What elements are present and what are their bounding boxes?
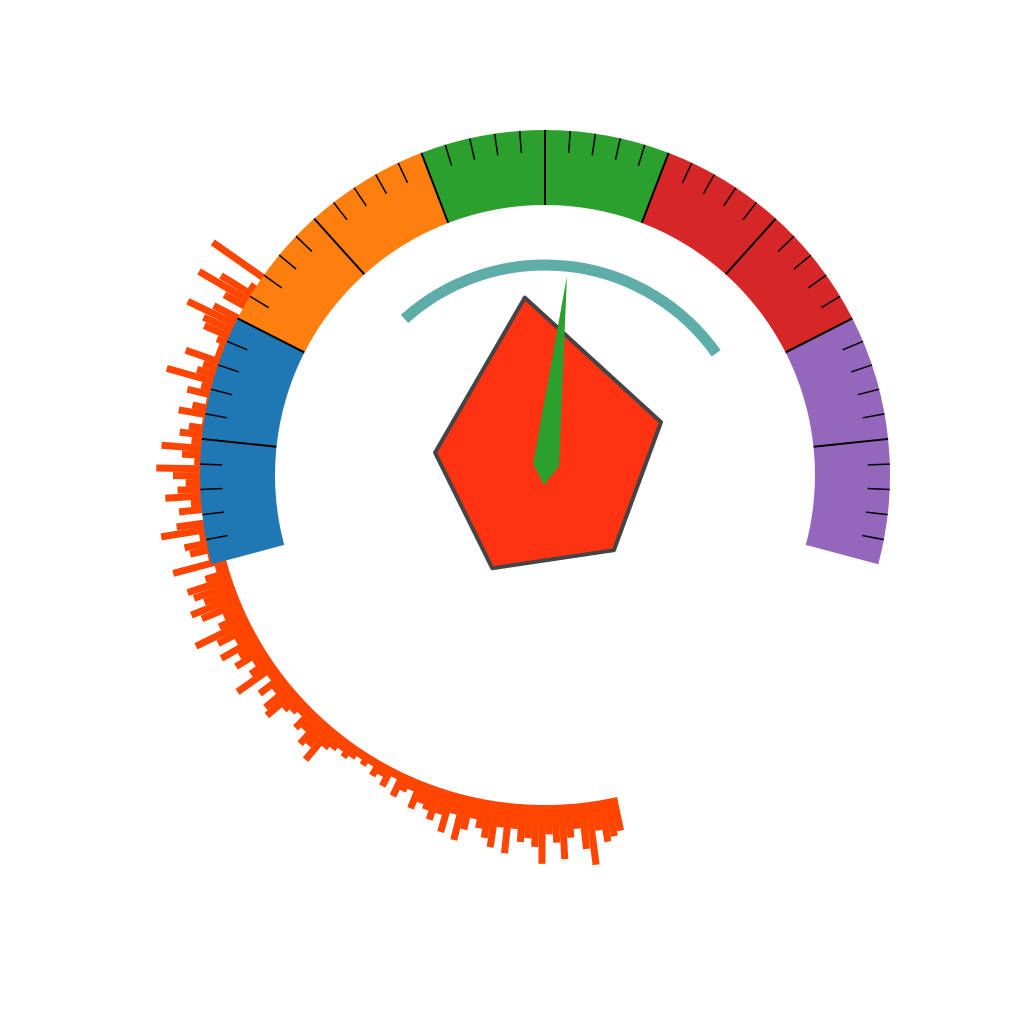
radial-bar — [575, 804, 577, 829]
radial-bar — [514, 804, 516, 829]
minor-tick — [868, 464, 890, 465]
radial-bar — [473, 798, 477, 819]
radial-bar — [555, 805, 556, 843]
radial-bar — [568, 804, 570, 838]
minor-tick — [200, 464, 222, 465]
radial-bar — [520, 804, 523, 842]
gauge-band-2 — [238, 153, 449, 353]
minor-tick — [200, 489, 222, 490]
radial-bar — [594, 801, 598, 830]
radial-bar — [371, 758, 375, 765]
radial-bar — [216, 566, 228, 569]
radial-bar — [394, 770, 398, 778]
radial-bar — [500, 802, 503, 827]
radial-bar — [411, 779, 416, 791]
gauge-band-4 — [642, 153, 853, 353]
radial-bar — [359, 751, 364, 758]
minor-tick — [868, 489, 890, 490]
radial-bar — [528, 805, 530, 839]
radial-bar — [535, 805, 536, 847]
radial-bar — [562, 805, 565, 860]
